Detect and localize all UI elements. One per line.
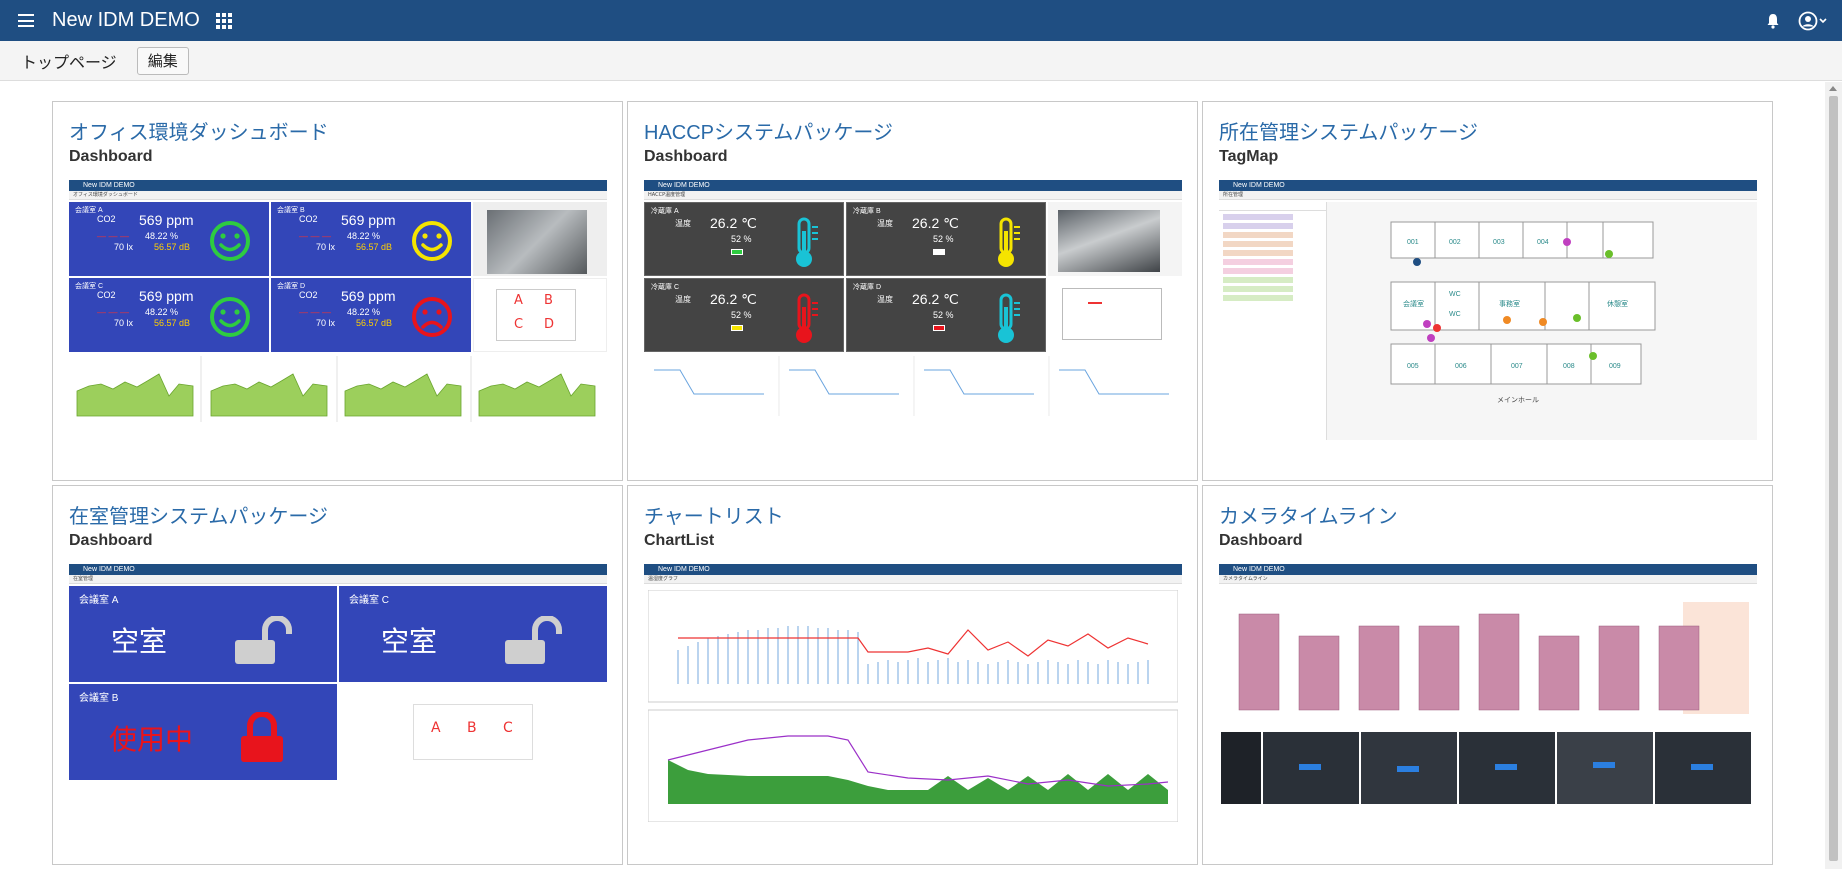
- fridge-panel: 冷蔵庫 D 温度 26.2 ℃ 52 %: [846, 278, 1046, 352]
- tag-list: [1219, 202, 1327, 440]
- svg-text:休憩室: 休憩室: [1607, 299, 1628, 308]
- page-toolbar: トップページ 編集: [0, 41, 1842, 81]
- temperature-trend-charts: [654, 356, 1169, 416]
- card-haccp[interactable]: HACCPシステムパッケージ Dashboard New IDM DEMO HA…: [627, 101, 1198, 481]
- edit-button[interactable]: 編集: [136, 46, 189, 75]
- svg-text:006: 006: [1455, 363, 1467, 370]
- notification-bell-icon[interactable]: [1766, 13, 1780, 29]
- sensor-panel: 会議室 D CO2 569 ppm — — — 48.22 % 70 lx 56…: [271, 278, 471, 352]
- scroll-up-arrow-icon[interactable]: [1829, 86, 1837, 91]
- camera-timeline-preview: [1219, 584, 1757, 804]
- sensor-panel: 会議室 A CO2 569 ppm — — — 48.22 % 70 lx 56…: [69, 202, 269, 276]
- svg-text:009: 009: [1609, 363, 1621, 370]
- sensor-panel: 会議室 B CO2 569 ppm — — — 48.22 % 70 lx 56…: [271, 202, 471, 276]
- fridge-panel: 冷蔵庫 C 温度 26.2 ℃ 52 %: [644, 278, 844, 352]
- card-title[interactable]: 在室管理システムパッケージ: [69, 506, 328, 528]
- svg-text:事務室: 事務室: [1499, 299, 1520, 308]
- card-thumbnail: New IDM DEMO 温湿度グラフ: [644, 564, 1182, 824]
- thermometer-icon: [998, 217, 1020, 267]
- thermometer-icon: [796, 217, 818, 267]
- card-presence[interactable]: 在室管理システムパッケージ Dashboard New IDM DEMO 在室管…: [52, 485, 623, 865]
- room-panel: 会議室 A 空室: [69, 586, 337, 682]
- card-office-dashboard[interactable]: オフィス環境ダッシュボード Dashboard New IDM DEMO オフィ…: [52, 101, 623, 481]
- svg-text:004: 004: [1537, 239, 1549, 246]
- card-grid: オフィス環境ダッシュボード Dashboard New IDM DEMO オフィ…: [0, 82, 1825, 869]
- svg-text:メインホール: メインホール: [1497, 396, 1539, 404]
- user-account-icon[interactable]: [1798, 11, 1828, 31]
- svg-text:003: 003: [1493, 239, 1505, 246]
- card-chartlist[interactable]: チャートリスト ChartList New IDM DEMO 温湿度グラフ: [627, 485, 1198, 865]
- card-thumbnail: New IDM DEMO カメラタイムライン: [1219, 564, 1757, 824]
- sensor-panel: 会議室 C CO2 569 ppm — — — 48.22 % 70 lx 56…: [69, 278, 269, 352]
- camera-panel: [1048, 202, 1182, 276]
- svg-text:WC: WC: [1449, 311, 1461, 318]
- card-type: Dashboard: [644, 148, 728, 165]
- room-panel: 会議室 C 空室: [339, 586, 607, 682]
- card-type: ChartList: [644, 532, 715, 549]
- card-title[interactable]: チャートリスト: [644, 506, 784, 528]
- unlock-icon: [235, 616, 292, 664]
- svg-text:005: 005: [1407, 363, 1419, 370]
- fridge-panel: 冷蔵庫 A 温度 26.2 ℃ 52 %: [644, 202, 844, 276]
- room-panel: 会議室 B 使用中: [69, 684, 337, 780]
- app-title[interactable]: New IDM DEMO: [52, 9, 200, 31]
- card-thumbnail: New IDM DEMO 在室管理 会議室 A 空室 会議室 C 空室 会議室 …: [69, 564, 607, 824]
- thermometer-icon: [796, 293, 818, 343]
- card-thumbnail: New IDM DEMO HACCP温度管理 冷蔵庫 A 温度 26.2 ℃ 5…: [644, 180, 1182, 440]
- card-type: Dashboard: [69, 532, 153, 549]
- svg-text:WC: WC: [1449, 291, 1461, 298]
- smile-face-icon: [210, 221, 250, 261]
- card-title[interactable]: HACCPシステムパッケージ: [644, 122, 894, 144]
- card-type: TagMap: [1219, 148, 1279, 165]
- card-type: Dashboard: [69, 148, 153, 165]
- card-title[interactable]: オフィス環境ダッシュボード: [69, 122, 329, 144]
- chart-list-preview: [648, 590, 1178, 822]
- svg-text:001: 001: [1407, 239, 1419, 246]
- apps-grid-icon[interactable]: [215, 12, 232, 29]
- menu-icon[interactable]: [18, 14, 34, 27]
- smile-face-icon: [412, 221, 452, 261]
- thermometer-icon: [998, 293, 1020, 343]
- unlock-icon: [505, 616, 562, 664]
- lock-icon: [241, 712, 283, 762]
- svg-text:002: 002: [1449, 239, 1461, 246]
- card-thumbnail: New IDM DEMO オフィス環境ダッシュボード 会議室 A CO2 569…: [69, 180, 607, 440]
- card-type: Dashboard: [1219, 532, 1303, 549]
- card-tagmap[interactable]: 所在管理システムパッケージ TagMap New IDM DEMO 所在管理: [1202, 101, 1773, 481]
- floor-map-panel: A B C: [339, 684, 607, 780]
- sad-face-icon: [412, 297, 452, 337]
- app-header: New IDM DEMO: [0, 0, 1842, 41]
- svg-text:007: 007: [1511, 363, 1523, 370]
- co2-trend-charts: [76, 356, 596, 422]
- svg-text:会議室: 会議室: [1403, 299, 1424, 308]
- floor-map-panel: A B C D: [473, 278, 607, 352]
- card-title[interactable]: カメラタイムライン: [1219, 506, 1398, 528]
- card-title[interactable]: 所在管理システムパッケージ: [1219, 122, 1478, 144]
- breadcrumb-top-page[interactable]: トップページ: [21, 54, 117, 72]
- card-camera-timeline[interactable]: カメラタイムライン Dashboard New IDM DEMO カメラタイムラ…: [1202, 485, 1773, 865]
- fridge-panel: 冷蔵庫 B 温度 26.2 ℃ 52 %: [846, 202, 1046, 276]
- floor-map-panel: [1048, 278, 1182, 352]
- vertical-scrollbar[interactable]: [1825, 82, 1842, 869]
- floor-plan: 001 002 003 004 005 006 007 008 009 WC W…: [1327, 202, 1757, 440]
- svg-text:008: 008: [1563, 363, 1575, 370]
- camera-panel: [473, 202, 607, 276]
- card-thumbnail: New IDM DEMO 所在管理: [1219, 180, 1757, 440]
- scrollbar-thumb[interactable]: [1829, 96, 1838, 861]
- smile-face-icon: [210, 297, 250, 337]
